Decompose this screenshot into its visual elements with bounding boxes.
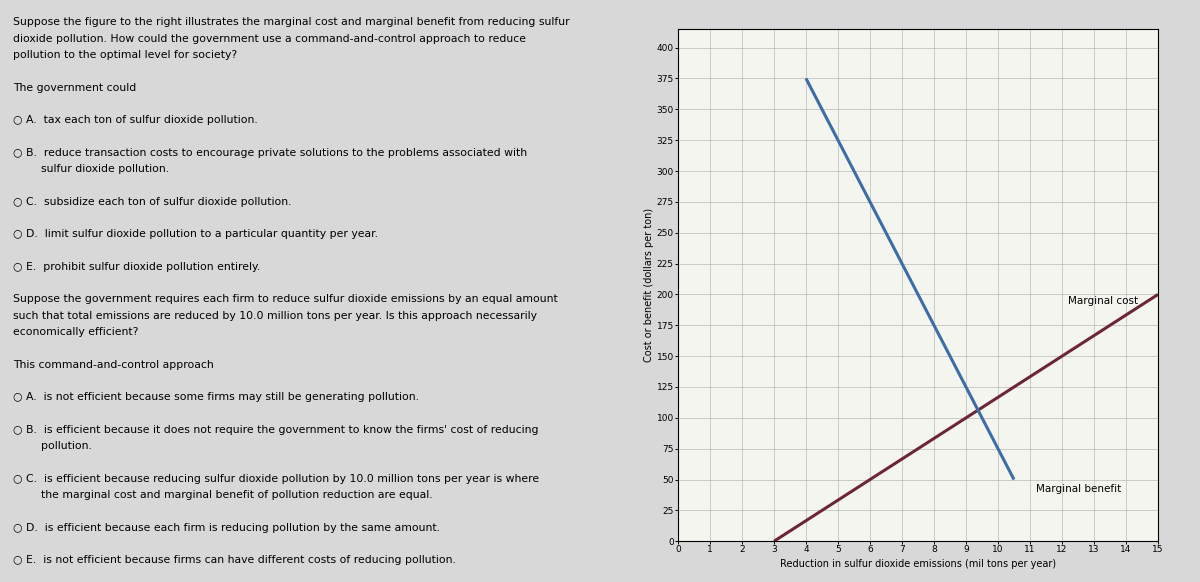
Text: Suppose the figure to the right illustrates the marginal cost and marginal benef: Suppose the figure to the right illustra…	[13, 17, 570, 27]
Text: sulfur dioxide pollution.: sulfur dioxide pollution.	[13, 164, 169, 174]
Text: ○ E.  is not efficient because firms can have different costs of reducing pollut: ○ E. is not efficient because firms can …	[13, 555, 456, 565]
Text: Suppose the government requires each firm to reduce sulfur dioxide emissions by : Suppose the government requires each fir…	[13, 294, 558, 304]
Text: ○ A.  is not efficient because some firms may still be generating pollution.: ○ A. is not efficient because some firms…	[13, 392, 419, 402]
Text: Marginal benefit: Marginal benefit	[1037, 484, 1122, 495]
Text: ○ C.  is efficient because reducing sulfur dioxide pollution by 10.0 million ton: ○ C. is efficient because reducing sulfu…	[13, 474, 539, 484]
Text: dioxide pollution. How could the government use a command-and-control approach t: dioxide pollution. How could the governm…	[13, 34, 526, 44]
Text: ○ E.  prohibit sulfur dioxide pollution entirely.: ○ E. prohibit sulfur dioxide pollution e…	[13, 262, 260, 272]
X-axis label: Reduction in sulfur dioxide emissions (mil tons per year): Reduction in sulfur dioxide emissions (m…	[780, 559, 1056, 569]
Text: such that total emissions are reduced by 10.0 million tons per year. Is this app: such that total emissions are reduced by…	[13, 311, 536, 321]
Text: pollution.: pollution.	[13, 441, 91, 451]
Text: ○ B.  is efficient because it does not require the government to know the firms': ○ B. is efficient because it does not re…	[13, 425, 539, 435]
Text: the marginal cost and marginal benefit of pollution reduction are equal.: the marginal cost and marginal benefit o…	[13, 490, 432, 500]
Text: ○ B.  reduce transaction costs to encourage private solutions to the problems as: ○ B. reduce transaction costs to encoura…	[13, 148, 527, 158]
Text: Marginal cost: Marginal cost	[1068, 296, 1139, 306]
Text: This command-and-control approach: This command-and-control approach	[13, 360, 214, 370]
Y-axis label: Cost or benefit (dollars per ton): Cost or benefit (dollars per ton)	[644, 208, 654, 362]
Text: ○ D.  limit sulfur dioxide pollution to a particular quantity per year.: ○ D. limit sulfur dioxide pollution to a…	[13, 229, 378, 239]
Text: ○ A.  tax each ton of sulfur dioxide pollution.: ○ A. tax each ton of sulfur dioxide poll…	[13, 115, 258, 125]
Text: ○ D.  is efficient because each firm is reducing pollution by the same amount.: ○ D. is efficient because each firm is r…	[13, 523, 440, 533]
Text: pollution to the optimal level for society?: pollution to the optimal level for socie…	[13, 50, 236, 60]
Text: ○ C.  subsidize each ton of sulfur dioxide pollution.: ○ C. subsidize each ton of sulfur dioxid…	[13, 197, 292, 207]
Text: economically efficient?: economically efficient?	[13, 327, 138, 337]
Text: The government could: The government could	[13, 83, 136, 93]
